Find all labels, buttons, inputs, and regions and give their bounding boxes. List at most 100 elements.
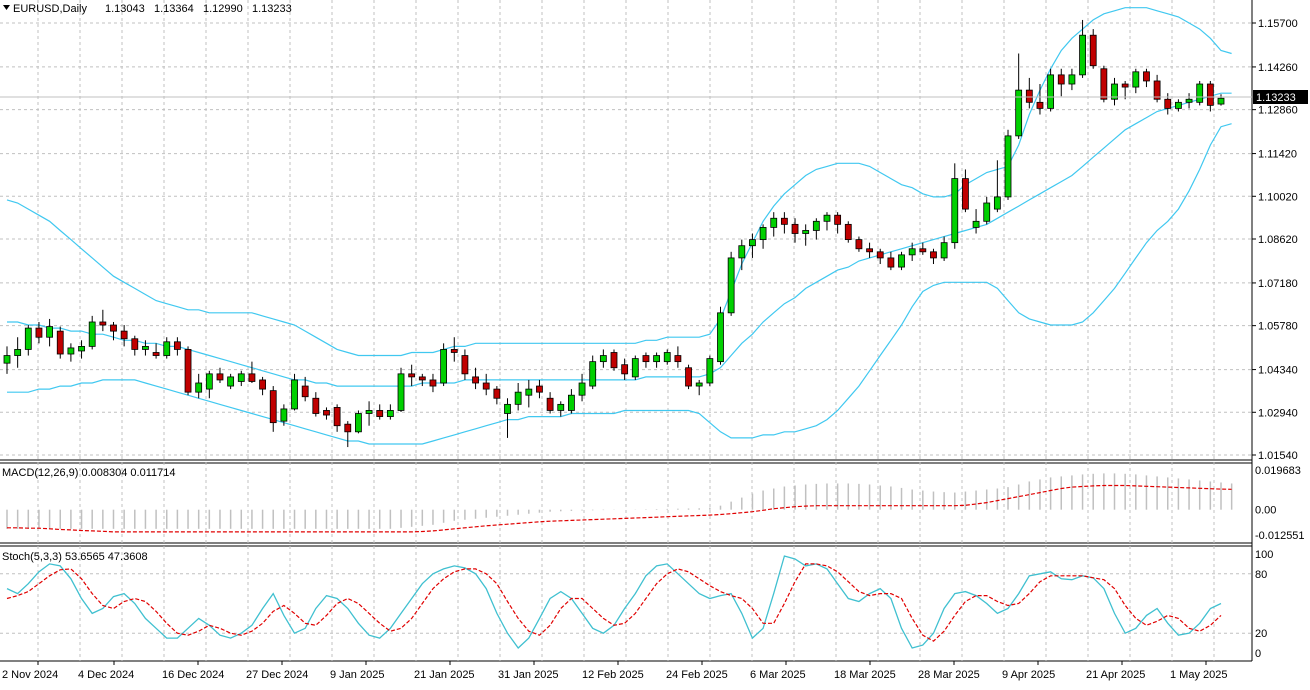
time-axis-label: 1 May 2025 <box>1170 669 1227 681</box>
bull-candle <box>770 217 778 228</box>
bull-candle <box>695 382 703 387</box>
bear-candle <box>216 373 224 381</box>
time-axis-label: 16 Dec 2024 <box>162 669 224 681</box>
bull-candle <box>727 257 735 314</box>
stoch-signal-line <box>6 563 1222 642</box>
bear-candle <box>844 223 852 241</box>
bull-candle <box>291 379 298 410</box>
time-axis-label: 9 Apr 2025 <box>1002 669 1055 681</box>
bear-candle <box>834 214 842 225</box>
time-axis-label: 28 Mar 2025 <box>918 669 980 681</box>
bull-candle <box>631 358 639 378</box>
time-axis-label: 21 Jan 2025 <box>414 669 475 681</box>
bull-candle <box>589 361 597 387</box>
macd-label: MACD(12,26,9) 0.008304 0.011714 <box>2 467 175 479</box>
current-price-tag <box>1253 90 1308 104</box>
bear-candle <box>1057 74 1065 85</box>
bear-candle <box>248 373 256 382</box>
time-axis-label: 9 Jan 2025 <box>330 669 384 681</box>
bull-candle <box>1132 71 1140 88</box>
bull-candle <box>759 227 767 241</box>
bull-candle <box>568 394 575 411</box>
ohlc-low: 1.12990 <box>203 3 243 15</box>
dropdown-arrow-icon[interactable] <box>3 5 10 10</box>
bull-candle <box>1185 98 1193 103</box>
price-axis-label: 1.12860 <box>1258 105 1298 117</box>
bear-candle <box>269 390 277 424</box>
bull-candle <box>3 355 11 364</box>
bull-candle <box>504 403 511 414</box>
bear-candle <box>493 388 501 399</box>
bear-candle <box>152 352 160 356</box>
bull-candle <box>386 410 394 417</box>
bull-candle <box>397 373 405 411</box>
bear-candle <box>429 379 437 387</box>
bull-candle <box>525 388 533 396</box>
bear-candle <box>791 223 799 234</box>
ohlc-high: 1.13364 <box>154 3 194 15</box>
price-axis-label: 1.11420 <box>1258 149 1297 161</box>
bull-candle <box>717 312 724 363</box>
bear-candle <box>323 410 330 416</box>
bear-candle <box>110 324 117 332</box>
bull-candle <box>24 327 32 350</box>
bear-candle <box>99 321 107 326</box>
bollinger-lower-line <box>7 123 1232 445</box>
bull-candle <box>908 248 916 256</box>
bull-candle <box>1175 101 1182 109</box>
price-axis-label: 1.07180 <box>1258 278 1298 290</box>
bear-candle <box>131 338 139 350</box>
bear-candle <box>408 373 416 378</box>
bull-candle <box>972 220 980 228</box>
bear-candle <box>301 385 309 398</box>
time-axis-label: 27 Dec 2024 <box>246 669 308 681</box>
bear-candle <box>536 385 543 393</box>
bull-candle <box>802 230 810 234</box>
bear-candle <box>184 349 192 393</box>
bull-candle <box>738 245 746 259</box>
bear-candle <box>461 355 469 375</box>
stoch-axis-label: 100 <box>1255 549 1273 561</box>
bull-candle <box>578 382 586 396</box>
bull-candle <box>355 413 362 433</box>
bear-candle <box>173 341 181 350</box>
bull-candle <box>227 376 235 387</box>
bear-candle <box>1089 34 1097 67</box>
time-axis-label: 2 Nov 2024 <box>2 669 58 681</box>
bear-candle <box>930 251 937 259</box>
bull-candle <box>14 349 22 356</box>
bear-candle <box>1153 80 1161 100</box>
time-axis-label: 24 Feb 2025 <box>666 669 728 681</box>
bear-candle <box>1025 89 1033 103</box>
bear-candle <box>344 423 352 433</box>
bear-candle <box>333 407 341 427</box>
stoch-axis-label: 0 <box>1255 648 1261 660</box>
macd-indicator <box>6 473 1233 533</box>
time-axis-label: 18 Mar 2025 <box>834 669 896 681</box>
bull-candle <box>1068 74 1076 85</box>
bull-candle <box>1217 97 1225 105</box>
bull-candle <box>823 214 831 222</box>
macd-axis-label: 0.00 <box>1255 505 1276 517</box>
bear-candle <box>1206 83 1214 106</box>
bear-candle <box>450 349 458 353</box>
bear-candle <box>866 248 873 253</box>
bear-candle <box>780 217 788 225</box>
macd-axis-label: 0.019683 <box>1255 465 1301 477</box>
bear-candle <box>482 382 490 390</box>
price-axis-label: 1.02940 <box>1258 407 1298 419</box>
bull-candle <box>514 391 522 405</box>
time-axis-label: 12 Feb 2025 <box>582 669 644 681</box>
bear-candle <box>1121 83 1129 88</box>
bull-candle <box>67 347 75 355</box>
time-axis-label: 6 Mar 2025 <box>750 669 806 681</box>
bear-candle <box>610 352 618 369</box>
stochastic-indicator <box>6 555 1222 649</box>
bear-candle <box>674 355 682 363</box>
bear-candle <box>56 330 64 355</box>
bear-candle <box>376 410 384 417</box>
bull-candle <box>749 239 756 247</box>
